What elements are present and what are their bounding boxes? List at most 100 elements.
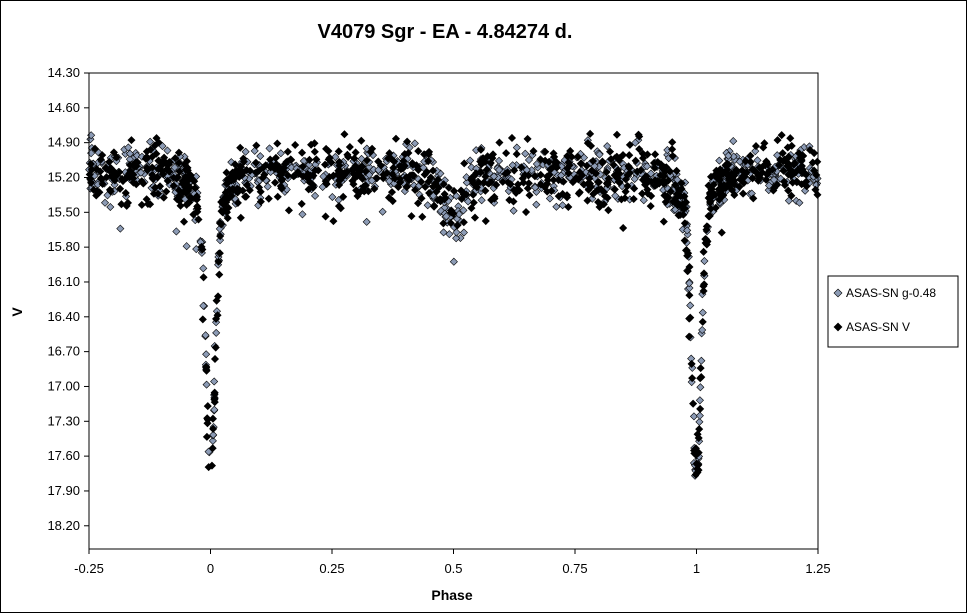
data-point [702,240,711,249]
data-point [182,157,191,166]
data-point [735,157,744,166]
data-point [287,163,296,172]
data-point [739,171,748,180]
data-point [619,151,628,160]
data-point [773,180,782,189]
data-point [568,178,577,187]
data-point [305,155,314,164]
data-point [298,148,307,157]
data-point [646,202,655,211]
data-point [598,157,607,166]
data-point [512,143,521,152]
data-point [696,364,705,373]
data-point [603,142,612,151]
data-point [665,167,675,176]
x-tick-label: 0.75 [562,561,587,576]
data-point [199,264,208,273]
data-point [154,156,163,165]
data-point [495,138,504,147]
data-point [768,165,777,174]
data-point [624,162,633,171]
data-point [159,193,168,202]
data-point [256,197,265,206]
data-point [370,184,379,193]
data-point [430,202,439,211]
data-point [524,155,534,164]
data-point [439,228,448,237]
data-point [715,156,724,165]
data-point [215,270,224,279]
data-point [276,170,285,179]
data-point [459,206,468,215]
data-point [115,168,124,177]
data-point [101,163,110,172]
data-point [187,174,196,183]
data-point [312,155,321,164]
data-point [543,187,552,196]
data-point [795,198,804,207]
data-point [732,165,741,174]
data-point [698,326,707,335]
data-point [762,175,771,184]
data-point [715,195,724,204]
data-point [712,171,721,180]
y-tick-label: 16.40 [47,309,80,324]
data-point [668,152,677,161]
data-point [786,134,795,143]
data-point [350,154,359,163]
data-point [334,202,343,211]
data-point [636,166,645,175]
data-point [700,256,709,266]
data-point [298,210,307,219]
data-point [165,167,174,176]
data-point [723,159,732,168]
data-point [397,163,406,172]
data-point [440,190,449,199]
data-point [432,187,441,196]
data-point [154,164,163,173]
data-point [575,168,584,177]
data-point [672,166,681,175]
data-point [221,205,230,214]
data-point [689,412,698,421]
data-point [385,177,394,186]
y-tick-label: 16.10 [47,274,80,289]
data-point [362,156,371,165]
y-tick-label: 18.20 [47,518,80,533]
data-point [142,147,151,156]
data-point [399,156,408,166]
data-point [256,152,265,161]
data-point [705,188,714,198]
data-point [263,182,272,191]
data-point [695,417,704,426]
data-point [452,228,461,237]
data-point [786,171,796,180]
data-point [116,224,125,233]
data-point [602,179,611,188]
data-point [506,180,515,189]
data-point [214,257,223,266]
x-tick-label: 0.25 [319,561,344,576]
data-point [171,154,180,163]
data-point [334,147,343,156]
data-point [489,172,499,181]
data-point [425,188,434,198]
data-point [676,211,685,220]
data-point [530,172,539,181]
data-point [532,159,541,168]
data-point [518,174,527,183]
data-point [531,183,540,192]
legend: ASAS-SN g-0.48 ASAS-SN V [827,275,959,348]
x-tick-label: 0 [207,561,214,576]
data-point [680,236,689,245]
data-point [683,226,692,235]
data-point [536,155,545,164]
data-point [245,186,254,195]
data-point [673,201,682,210]
data-point [210,405,219,414]
data-point [717,228,726,237]
data-point [492,180,501,189]
data-point [659,217,668,226]
data-point [85,170,94,179]
data-point [428,166,438,175]
